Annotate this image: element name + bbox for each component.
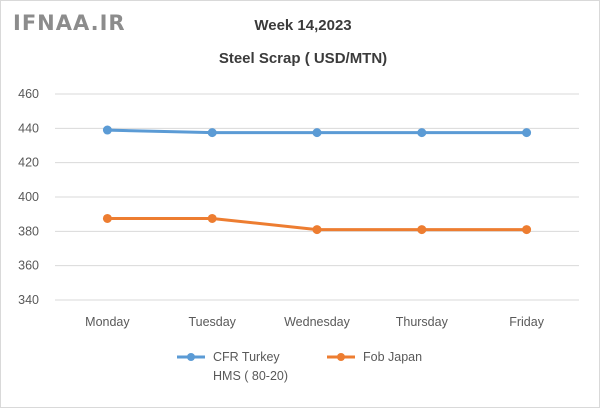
data-point <box>417 128 427 138</box>
data-point <box>102 125 112 135</box>
series-lines <box>102 125 532 235</box>
y-tick-label: 440 <box>18 121 39 135</box>
chart-subtitle: Steel Scrap ( USD/MTN) <box>219 50 387 67</box>
data-point <box>417 225 427 235</box>
y-tick-label: 360 <box>18 259 39 273</box>
data-point <box>522 225 532 235</box>
legend-marker <box>187 353 195 361</box>
gridlines <box>55 93 579 301</box>
legend-label-line2: HMS ( 80-20) <box>213 369 288 383</box>
x-tick-label: Thursday <box>396 315 449 329</box>
x-axis-ticks: Monday Tuesday Wednesday Thursday Friday <box>85 315 545 329</box>
site-watermark: IFNAA.IR <box>13 11 126 35</box>
legend-label: CFR Turkey <box>213 350 280 364</box>
legend-label: Fob Japan <box>363 350 422 364</box>
x-tick-label: Wednesday <box>284 315 351 329</box>
data-point <box>312 128 322 138</box>
data-point <box>207 213 217 223</box>
y-tick-label: 380 <box>18 224 39 238</box>
data-point <box>207 128 217 138</box>
y-tick-label: 460 <box>18 87 39 101</box>
legend: CFR Turkey HMS ( 80-20) Fob Japan <box>177 350 422 383</box>
x-tick-label: Tuesday <box>188 315 236 329</box>
chart-title: Week 14,2023 <box>254 17 351 34</box>
legend-marker <box>337 353 345 361</box>
data-point <box>102 213 112 223</box>
y-tick-label: 400 <box>18 190 39 204</box>
y-axis-ticks: 340 360 380 400 420 440 460 <box>18 87 39 307</box>
data-point <box>312 225 322 235</box>
data-point <box>522 128 532 138</box>
x-tick-label: Monday <box>85 315 130 329</box>
y-tick-label: 420 <box>18 156 39 170</box>
y-tick-label: 340 <box>18 293 39 307</box>
x-tick-label: Friday <box>509 315 544 329</box>
